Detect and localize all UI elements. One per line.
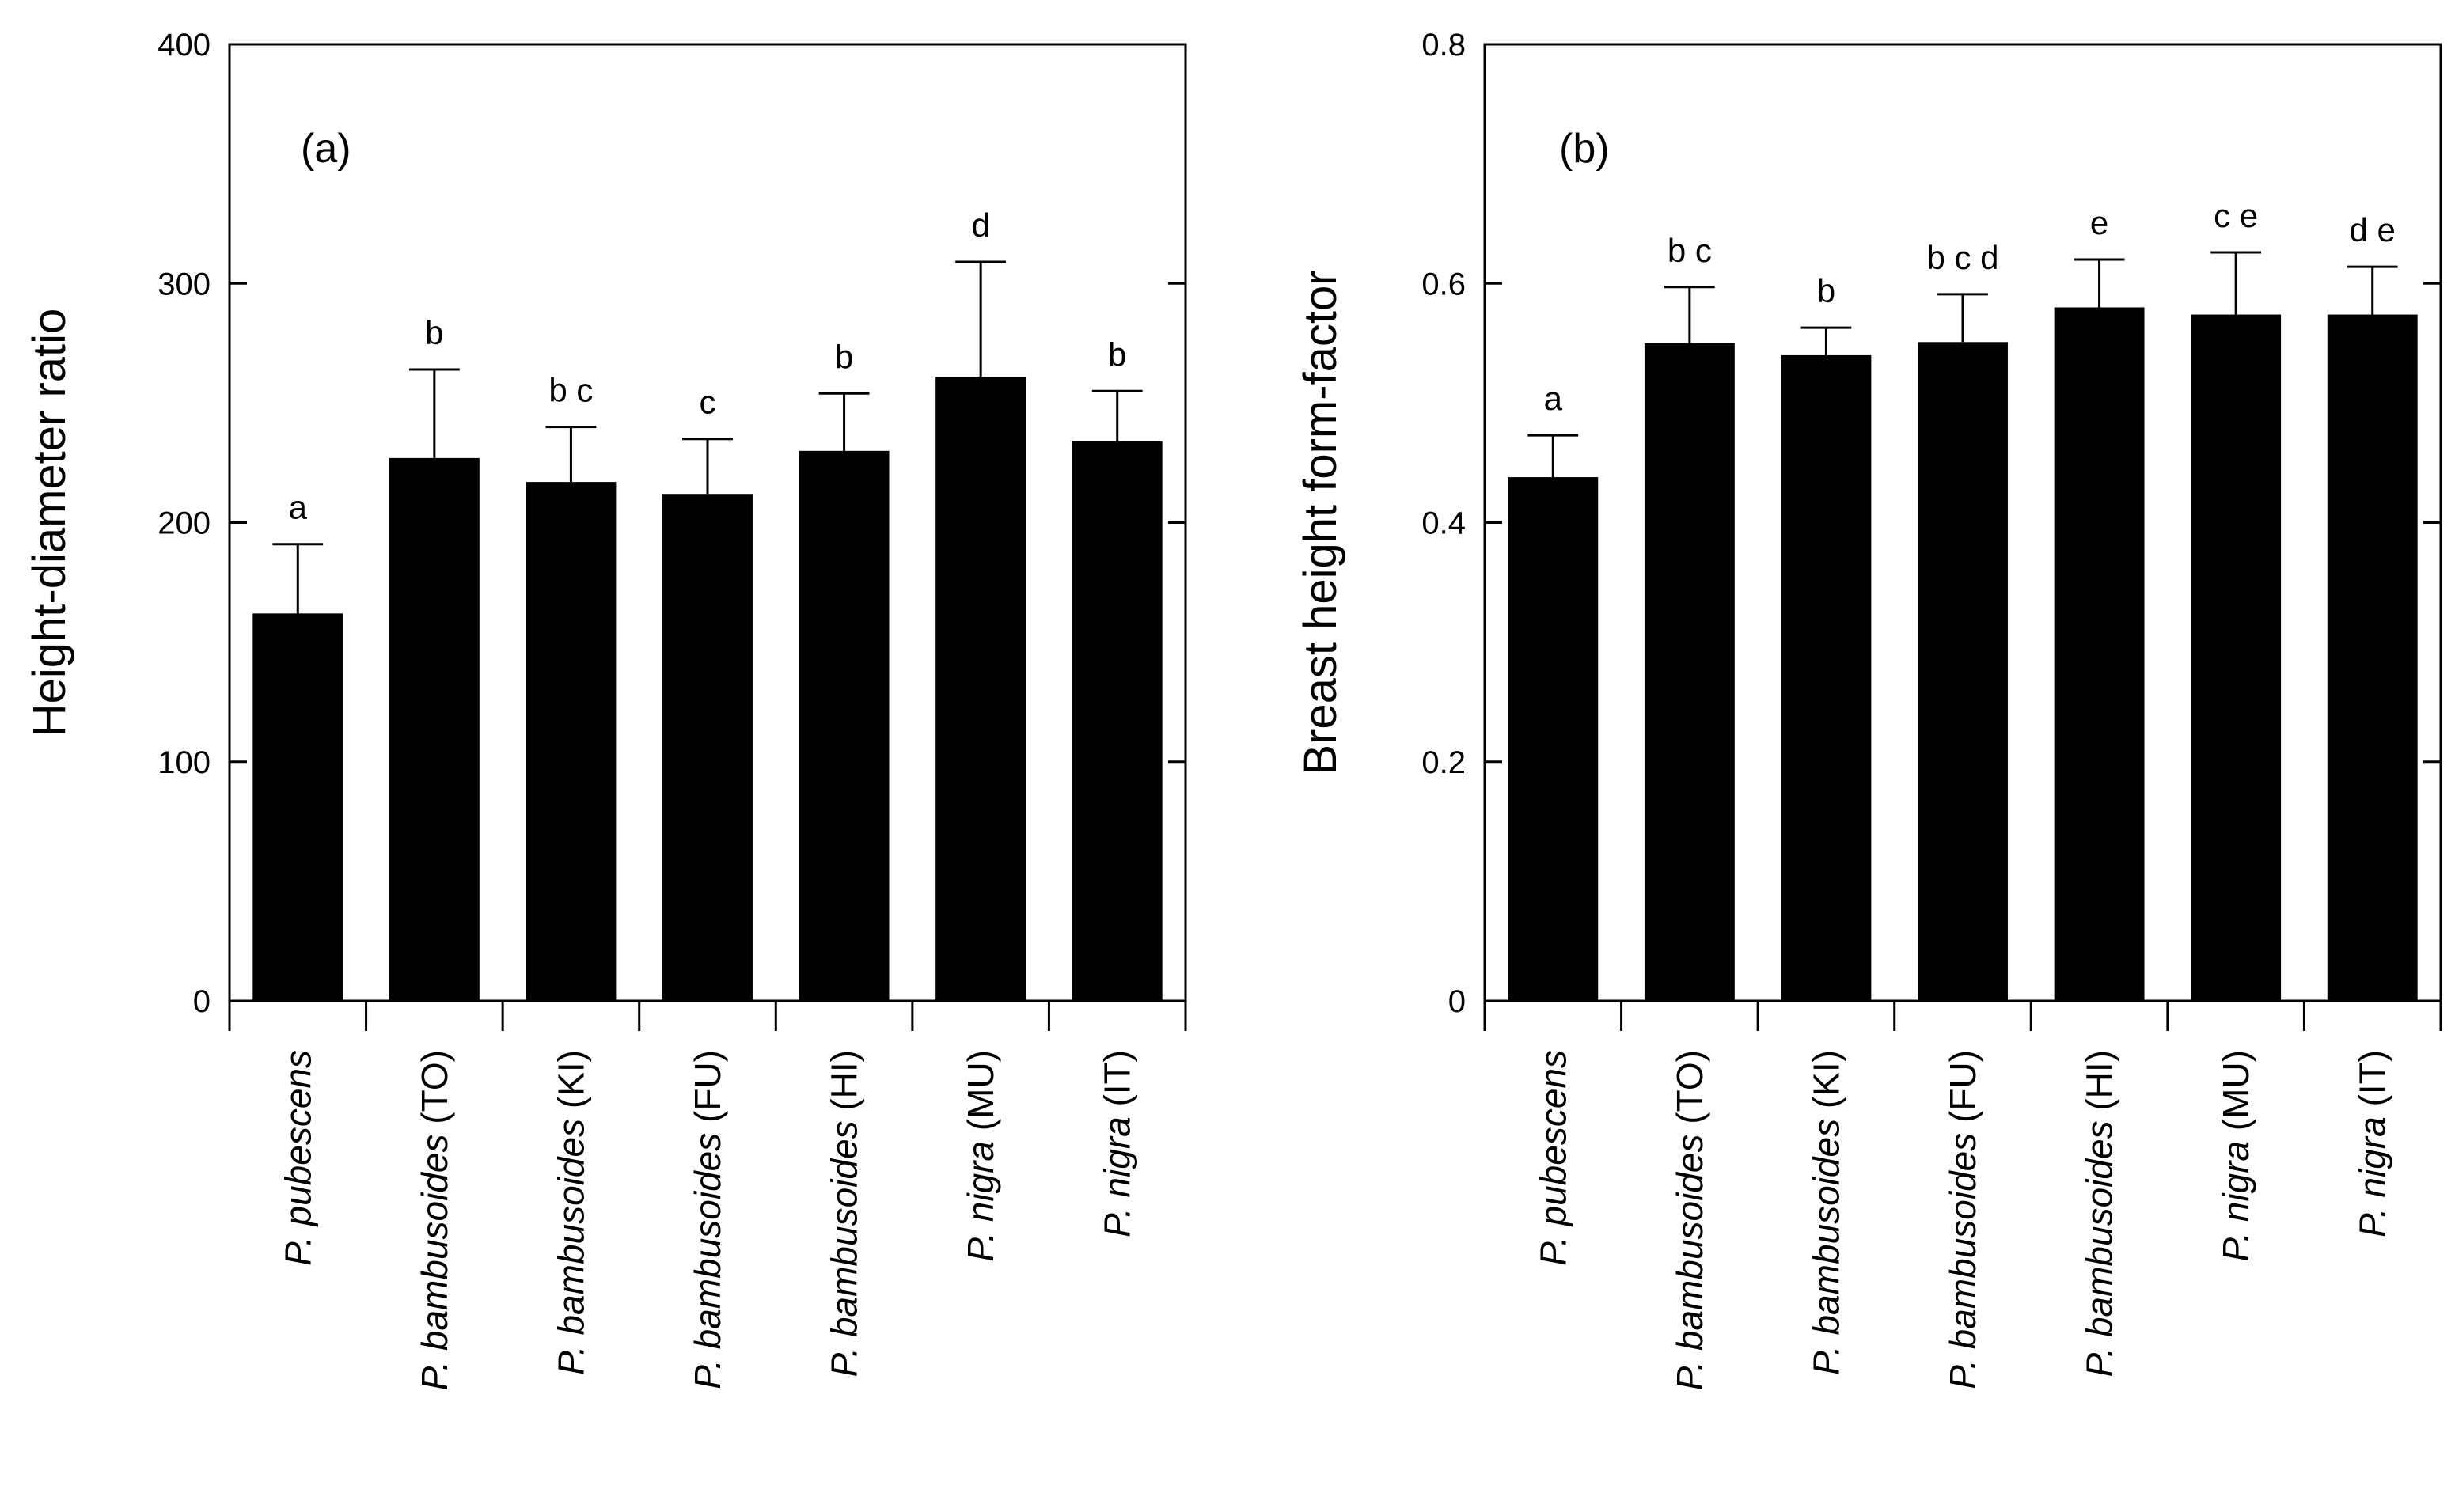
x-category-label: P. nigra (IT) [2352,1050,2393,1237]
bar [1072,441,1163,1001]
y-tick-label: 0.6 [1421,267,1466,301]
significance-label: b [1817,272,1835,309]
bar [252,613,343,1001]
bar [1644,343,1735,1001]
bar [799,450,890,1001]
significance-label: b c [1668,232,1712,269]
y-tick-label: 100 [157,745,211,780]
significance-label: b [835,338,853,375]
x-category-label: P. nigra (IT) [1097,1050,1138,1237]
bar [662,494,753,1001]
x-category-label: P. bambusoides (KI) [550,1050,591,1375]
bar [526,482,617,1001]
significance-label: c e [2214,197,2258,234]
x-category-label: P. bambusoides (TO) [414,1050,455,1390]
y-tick-label: 0.4 [1421,506,1466,541]
x-category-label: P. bambusoides (FU) [1942,1050,1983,1389]
panel-label: (b) [1559,126,1610,172]
significance-label: d e [2350,211,2396,248]
x-category-label: P. bambusoides (HI) [824,1050,865,1377]
x-category-label: P. bambusoides (FU) [687,1050,728,1389]
x-category-label: P. pubescens [277,1050,318,1266]
significance-label: e [2090,204,2108,241]
y-tick-label: 200 [157,506,211,541]
chart-panel-1: 0 0.2 0.4 0.6 0.8 Breast height form-factor (b… [1295,28,2442,1390]
significance-label: a [289,489,308,526]
y-tick-label: 300 [157,267,211,301]
y-tick-label: 0 [193,984,211,1019]
panel-label: (a) [301,126,351,172]
chart-panel-0: 0 100 200 300 400 Height-diameter ratio (a) a P.… [24,28,1187,1390]
bar [1508,477,1599,1001]
bar [2054,307,2145,1002]
y-tick-label: 0.8 [1421,28,1466,63]
significance-label: b [425,314,443,351]
x-category-label: P. nigra (MU) [2215,1050,2256,1262]
bar [389,457,480,1001]
significance-label: b c d [1926,239,1998,276]
bar [2327,314,2418,1002]
bar [2191,314,2282,1002]
x-category-label: P. bambusoides (TO) [1669,1050,1710,1390]
x-category-label: P. nigra (MU) [960,1050,1001,1262]
x-category-label: P. bambusoides (HI) [2079,1050,2120,1377]
bar [1781,354,1872,1001]
significance-label: b [1108,335,1126,373]
significance-label: b c [548,372,593,409]
significance-label: a [1544,380,1563,417]
significance-label: d [971,207,989,244]
significance-label: c [700,384,716,421]
x-category-label: P. pubescens [1532,1050,1573,1266]
bar [935,377,1026,1001]
y-axis-title: Breast height form-factor [1295,270,1346,775]
x-category-label: P. bambusoides (KI) [1805,1050,1846,1375]
bar [1918,342,2008,1001]
y-axis-title: Height-diameter ratio [24,309,75,737]
y-tick-label: 0 [1448,984,1466,1019]
y-tick-label: 0.2 [1421,745,1466,780]
y-tick-label: 400 [157,28,211,63]
